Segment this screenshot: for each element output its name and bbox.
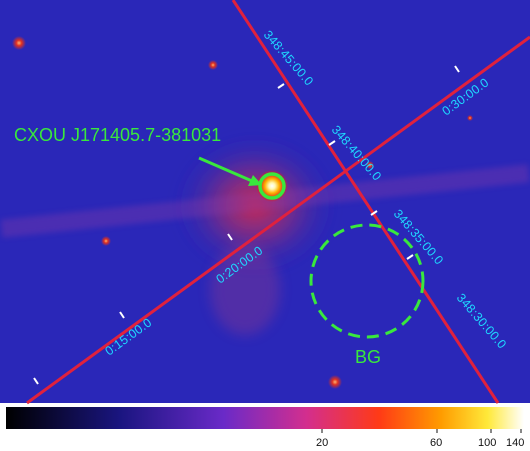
point-source [366,161,374,169]
ra-grid-line [231,0,500,404]
point-source [12,36,26,50]
point-source [328,375,342,389]
colorbar [6,407,524,429]
grid-ticks [33,65,460,385]
source-arrow [198,156,253,183]
colorbar-tick-label: 20 [316,437,328,449]
source-arrow-head [248,175,262,186]
background-region [309,223,425,339]
colorbar-tick-label: 100 [478,437,496,449]
detector-streak [0,164,530,238]
point-source [208,60,218,70]
colorbar-tick-label: 140 [506,437,524,449]
source-label: CXOU J171405.7-381031 [14,125,221,145]
source-marker-circle [258,172,286,200]
colorbar-ticks [321,429,522,433]
dec-grid-line [26,35,530,405]
background-label: BG [355,347,381,367]
colorbar-tick-label: 60 [430,437,442,449]
diffuse-emission-south [210,245,280,335]
point-source [101,236,111,246]
point-source [467,115,473,121]
